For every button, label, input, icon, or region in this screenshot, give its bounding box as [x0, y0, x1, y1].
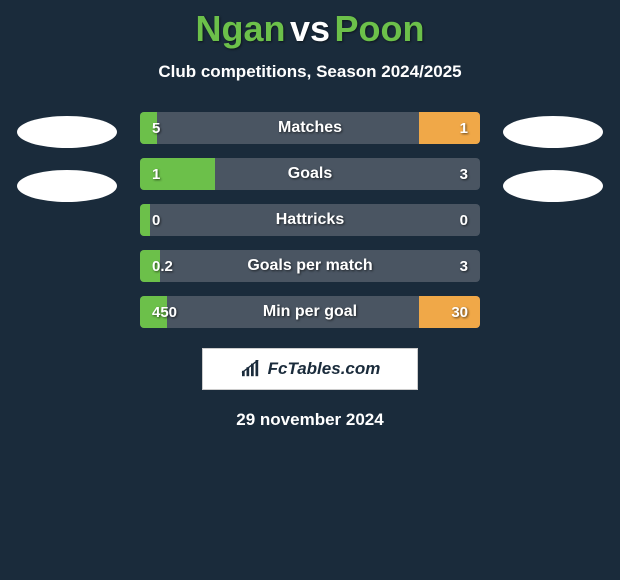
- bar-label: Hattricks: [140, 204, 480, 236]
- bar-left-value: 0.2: [152, 250, 173, 282]
- bar-right-value: 0: [460, 204, 468, 236]
- bar-right-value: 1: [460, 112, 468, 144]
- player2-avatar: [503, 116, 603, 148]
- stat-bar: 0.2 3Goals per match: [140, 250, 480, 282]
- bars-column: 51Matches13Goals00Hattricks0.23Goals per…: [140, 112, 480, 328]
- bar-left-value: 1: [152, 158, 160, 190]
- snapshot-date: 29 november 2024: [0, 410, 620, 430]
- subtitle: Club competitions, Season 2024/2025: [0, 62, 620, 82]
- right-avatar-col: [498, 112, 608, 202]
- vs-separator: vs: [290, 8, 330, 49]
- player1-club-avatar: [17, 170, 117, 202]
- page-title: Ngan vs Poon: [0, 8, 620, 50]
- bar-left-value: 0: [152, 204, 160, 236]
- bar-right-value: 30: [451, 296, 468, 328]
- bar-right-value: 3: [460, 250, 468, 282]
- player1-avatar: [17, 116, 117, 148]
- bar-label: Min per goal: [140, 296, 480, 328]
- bar-left-value: 5: [152, 112, 160, 144]
- stat-bar: 5 1Matches: [140, 112, 480, 144]
- stats-card: Ngan vs Poon Club competitions, Season 2…: [0, 0, 620, 430]
- bar-label: Goals: [140, 158, 480, 190]
- bar-label: Matches: [140, 112, 480, 144]
- bar-chart-icon: [240, 360, 262, 378]
- stat-bar: 1 3Goals: [140, 158, 480, 190]
- player2-name: Poon: [334, 8, 424, 49]
- bar-right-value: 3: [460, 158, 468, 190]
- player1-name: Ngan: [196, 8, 286, 49]
- left-avatar-col: [12, 112, 122, 202]
- source-badge-text: FcTables.com: [268, 359, 381, 379]
- source-badge[interactable]: FcTables.com: [202, 348, 418, 390]
- bar-left-value: 450: [152, 296, 177, 328]
- bar-label: Goals per match: [140, 250, 480, 282]
- stat-bar: 450 30Min per goal: [140, 296, 480, 328]
- comparison-row: 51Matches13Goals00Hattricks0.23Goals per…: [0, 112, 620, 328]
- player2-club-avatar: [503, 170, 603, 202]
- stat-bar: 0 0Hattricks: [140, 204, 480, 236]
